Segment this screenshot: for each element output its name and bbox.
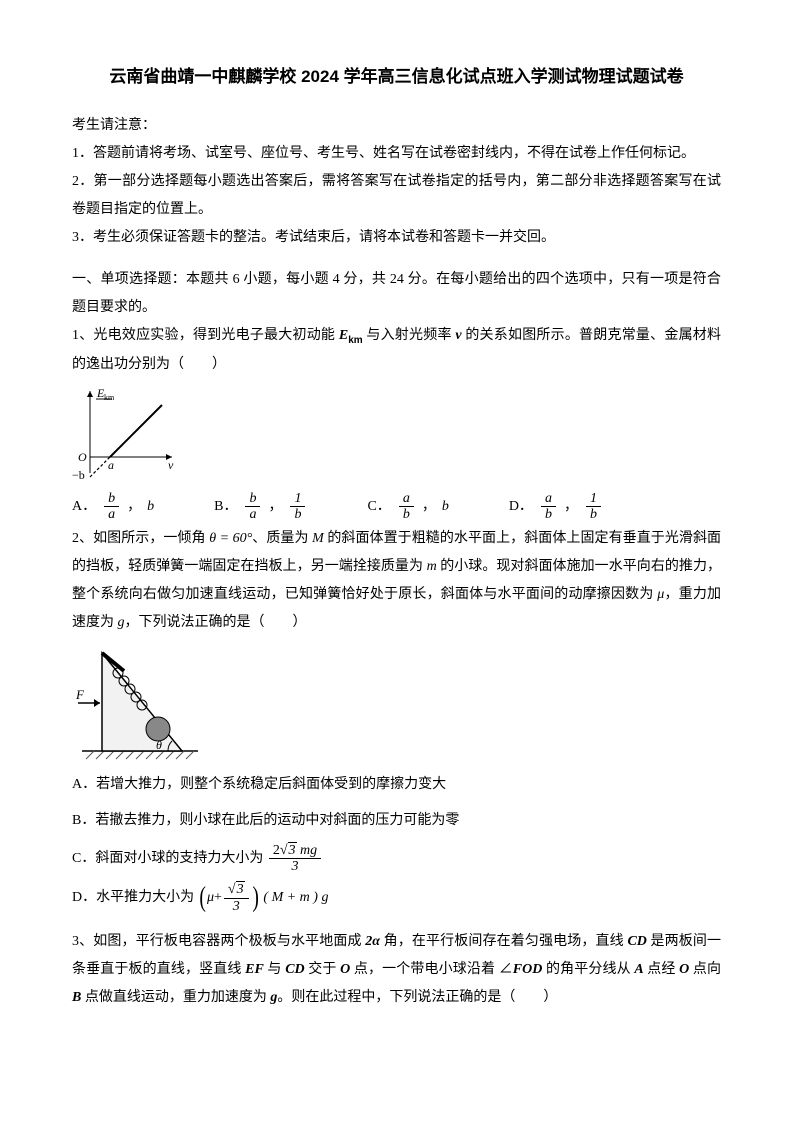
q1-option-D: D． ab ， 1b <box>509 491 603 523</box>
q1-stem: 1、光电效应实验，得到光电子最大初动能 Ekm 与入射光频率 v 的关系如图所示… <box>72 322 721 379</box>
instruction-3: 3．考生必须保证答题卡的整洁。考试结束后，请将本试卷和答题卡一并交回。 <box>72 224 721 252</box>
svg-text:F: F <box>75 687 85 702</box>
svg-text:a: a <box>108 458 114 472</box>
q2-stem: 2、如图所示，一倾角 θ = 60°、质量为 M 的斜面体置于粗糙的水平面上，斜… <box>72 525 721 637</box>
q2-option-B: B．若撤去推力，则小球在此后的运动中对斜面的压力可能为零 <box>72 807 721 835</box>
sep: ， <box>422 493 436 521</box>
svg-text:−b: −b <box>72 468 85 482</box>
q2-option-C: C．斜面对小球的支持力大小为 23 mg 3 <box>72 843 721 875</box>
instructions-lead: 考生请注意： <box>72 112 721 140</box>
q2-figure: θ F <box>72 643 721 763</box>
q1-Ekm-E: E <box>339 328 348 343</box>
svg-text:O: O <box>78 450 87 464</box>
q2-options: A．若增大推力，则整个系统稳定后斜面体受到的摩擦力变大 B．若撤去推力，则小球在… <box>72 771 721 915</box>
instruction-2: 2．第一部分选择题每小题选出答案后，需将答案写在试卷指定的括号内，第二部分非选择… <box>72 168 721 224</box>
q1-figure: E km v O a −b <box>72 385 721 485</box>
q1-text-2: 与入射光频率 <box>363 328 456 343</box>
svg-text:v: v <box>168 458 174 472</box>
section-1-header: 一、单项选择题：本题共 6 小题，每小题 4 分，共 24 分。在每小题给出的四… <box>72 266 721 322</box>
q3-stem: 3、如图，平行板电容器两个极板与水平地面成 2α 角，在平行板间存在着匀强电场，… <box>72 928 721 1012</box>
q1-options: A． ba ， b B． ba ， 1b C． ab ， b D． ab ， 1… <box>72 491 721 523</box>
sep: ， <box>268 493 282 521</box>
q1-option-B: B． ba ， 1b <box>214 491 307 523</box>
q1-D-label: D． <box>509 493 533 521</box>
q1-A-label: A． <box>72 493 96 521</box>
svg-text:km: km <box>104 393 115 402</box>
q1-Ekm-sub: km <box>348 335 362 346</box>
q1-option-A: A． ba ， b <box>72 491 154 523</box>
q1-C-label: C． <box>367 493 390 521</box>
q2-option-A: A．若增大推力，则整个系统稳定后斜面体受到的摩擦力变大 <box>72 771 721 799</box>
q2-option-D: D．水平推力大小为 ( μ + 3 3 ) ( M + m ) g <box>72 882 721 914</box>
svg-text:θ: θ <box>156 738 162 752</box>
instruction-1: 1．答题前请将考场、试室号、座位号、考生号、姓名写在试卷密封线内，不得在试卷上作… <box>72 140 721 168</box>
q1-B-label: B． <box>214 493 237 521</box>
sep: ， <box>564 493 578 521</box>
sep: ， <box>127 493 141 521</box>
q1-text-1: 1、光电效应实验，得到光电子最大初动能 <box>72 328 339 343</box>
q1-option-C: C． ab ， b <box>367 491 448 523</box>
exam-title: 云南省曲靖一中麒麟学校 2024 学年高三信息化试点班入学测试物理试题试卷 <box>72 60 721 94</box>
